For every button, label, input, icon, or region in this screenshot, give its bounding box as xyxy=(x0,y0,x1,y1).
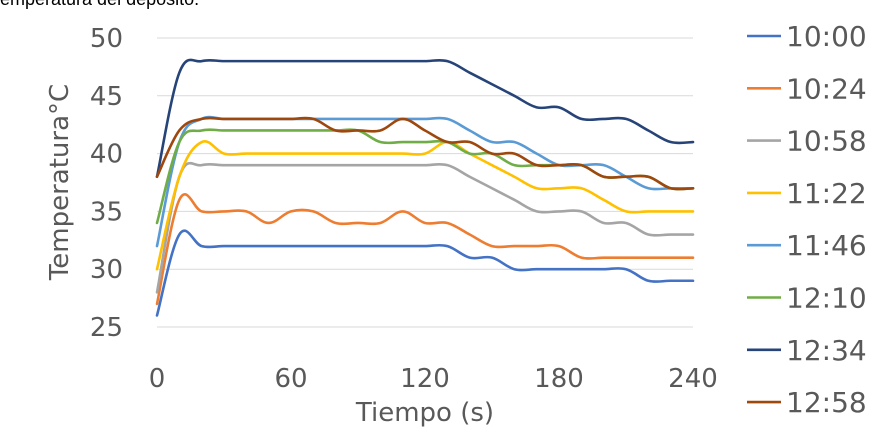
series-line-1000 xyxy=(155,229,695,317)
legend: 10:00 10:24 10:58 11:22 11:46 12:10 12:34 12:58 xyxy=(747,20,867,419)
series-line-1146 xyxy=(155,115,695,248)
y-tick-label: 40 xyxy=(90,140,123,170)
figure-caption: emperatura del depósito. xyxy=(0,0,199,10)
x-tick-label: 60 xyxy=(274,364,307,394)
series-line-1024 xyxy=(155,193,695,306)
legend-label: 11:22 xyxy=(786,177,867,210)
legend-label: 12:10 xyxy=(786,282,867,315)
legend-label: 12:34 xyxy=(786,334,867,367)
series-line-1058 xyxy=(155,161,695,294)
legend-label: 12:58 xyxy=(786,386,867,419)
legend-label: 10:24 xyxy=(786,72,867,105)
y-tick-label: 50 xyxy=(90,24,123,54)
y-tick-label: 35 xyxy=(90,197,123,227)
y-tick-label: 45 xyxy=(90,82,123,112)
series-lines xyxy=(155,58,695,317)
series-line-1234 xyxy=(155,58,695,179)
y-tick-label: 30 xyxy=(90,255,123,285)
legend-label: 10:58 xyxy=(786,125,867,158)
series-line-1258 xyxy=(155,116,695,191)
series-line-1122 xyxy=(155,139,695,271)
y-axis-title: Temperatura°C xyxy=(45,84,75,281)
legend-label: 11:46 xyxy=(786,229,867,262)
x-tick-label: 180 xyxy=(534,364,584,394)
y-tick-label: 25 xyxy=(90,313,123,343)
y-tick-labels: 25 30 35 40 45 50 xyxy=(90,24,123,343)
x-tick-label: 120 xyxy=(400,364,450,394)
gridlines xyxy=(157,37,693,328)
x-axis-title: Tiempo (s) xyxy=(355,398,494,428)
x-tick-label: 240 xyxy=(668,364,718,394)
x-tick-labels: 0 60 120 180 240 xyxy=(149,364,718,394)
legend-label: 10:00 xyxy=(786,20,867,53)
x-tick-label: 0 xyxy=(149,364,166,394)
